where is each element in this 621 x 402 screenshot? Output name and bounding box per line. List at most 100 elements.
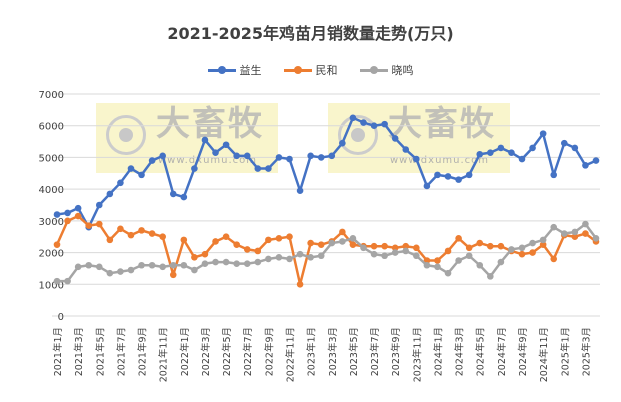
data-point-晓鸣 [360,244,367,252]
data-point-民和 [233,241,240,248]
x-tick-label: 2023年7月 [369,327,381,376]
data-point-益生 [180,193,188,201]
data-point-民和 [413,244,420,252]
data-point-晓鸣 [455,257,462,264]
data-point-民和 [286,233,293,241]
data-point-民和 [159,233,166,241]
legend-label: 民和 [315,64,338,77]
data-point-益生 [497,144,505,152]
data-point-晓鸣 [148,261,156,269]
data-point-益生 [423,182,431,190]
data-point-民和 [571,233,579,241]
x-tick-label: 2024年1月 [432,327,444,376]
legend-swatch [283,65,312,74]
x-tick-label: 2025年3月 [580,327,592,376]
data-point-晓鸣 [138,261,145,269]
y-tick-label: 3000 [39,217,64,228]
data-point-晓鸣 [476,261,484,269]
x-tick-label: 2022年9月 [263,327,275,376]
data-point-晓鸣 [286,255,293,263]
data-point-益生 [328,152,336,160]
data-point-益生 [413,155,420,163]
data-point-民和 [169,271,177,279]
data-point-民和 [476,239,484,247]
data-point-益生 [487,149,494,156]
data-point-益生 [212,149,219,156]
data-point-民和 [191,254,198,261]
legend: 益生 民和 晓鸣 [0,62,621,78]
data-point-民和 [117,225,124,233]
x-tick-label: 2024年7月 [496,327,508,376]
x-tick-label: 2022年7月 [242,327,254,376]
x-tick-label: 2024年9月 [517,327,529,376]
legend-item: 民和 [283,62,338,78]
data-point-益生 [159,152,166,160]
data-point-民和 [275,235,283,242]
data-point-益生 [444,173,452,180]
series-line-益生 [56,116,597,229]
data-point-益生 [518,155,526,163]
data-point-民和 [222,233,230,241]
x-tick-label: 2021年1月 [52,327,64,376]
data-point-民和 [265,236,272,244]
data-point-晓鸣 [169,261,177,269]
data-point-益生 [307,152,314,160]
data-point-晓鸣 [265,255,272,263]
data-point-益生 [455,176,462,183]
data-point-晓鸣 [497,258,505,266]
data-point-民和 [180,236,188,244]
data-point-益生 [360,119,367,126]
data-point-益生 [434,171,441,179]
data-point-益生 [95,201,103,209]
watermark-logo-icon [106,115,146,155]
x-tick-label: 2021年11月 [158,327,170,382]
data-point-益生 [191,165,198,172]
data-point-益生 [138,171,145,179]
watermark: 大畜牧 www.dxumu.com [328,103,510,173]
legend-swatch [359,65,388,74]
data-point-民和 [307,239,314,247]
x-tick-label: 2022年5月 [221,327,233,376]
data-point-益生 [349,114,357,122]
data-point-益生 [476,150,484,158]
x-tick-label: 2023年5月 [348,327,360,376]
series-line-晓鸣 [57,222,598,283]
legend-label: 益生 [239,64,262,77]
data-point-晓鸣 [159,263,166,271]
data-point-益生 [243,152,251,160]
data-point-晓鸣 [423,261,431,269]
data-point-民和 [349,241,357,248]
data-point-晓鸣 [582,220,589,228]
data-point-益生 [370,122,378,130]
data-point-晓鸣 [370,250,378,258]
data-point-民和 [582,230,589,237]
data-point-益生 [402,146,410,153]
data-point-晓鸣 [201,260,209,267]
data-point-民和 [296,280,304,288]
data-point-益生 [391,135,399,142]
data-point-民和 [455,235,462,242]
y-tick-label: 6000 [39,122,64,133]
data-point-晓鸣 [53,277,61,285]
data-point-益生 [148,157,156,164]
x-tick-label: 2021年3月 [73,327,85,376]
data-point-益生 [465,171,473,179]
watermark: 大畜牧 www.dxumu.com [96,103,278,173]
x-tick-label: 2022年3月 [200,327,212,376]
data-point-民和 [243,246,251,253]
data-point-晓鸣 [64,277,71,285]
data-point-晓鸣 [402,247,410,255]
data-point-晓鸣 [349,235,357,242]
x-tick-label: 2023年3月 [327,327,339,376]
x-tick-label: 2021年9月 [137,327,149,376]
data-point-晓鸣 [127,266,135,274]
data-point-民和 [138,227,145,234]
data-point-益生 [53,211,61,218]
data-point-晓鸣 [243,260,251,267]
data-point-益生 [560,139,568,147]
data-point-晓鸣 [233,260,240,267]
data-point-晓鸣 [328,239,336,247]
data-point-晓鸣 [117,268,124,275]
data-point-民和 [370,242,378,250]
